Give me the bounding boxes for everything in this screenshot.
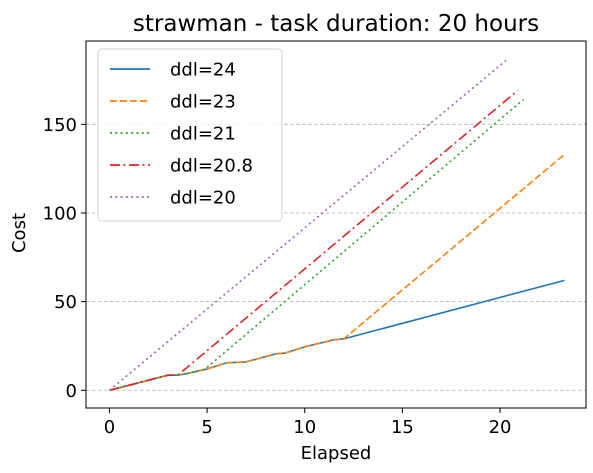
- y-tick-label-1: 50: [54, 292, 77, 313]
- legend-frame: [97, 48, 283, 222]
- y-axis-label: Cost: [9, 213, 30, 253]
- legend-label-2: ddl=21: [170, 124, 236, 145]
- legend-label-3: ddl=20.8: [170, 156, 253, 177]
- chart-title: strawman - task duration: 20 hours: [133, 11, 539, 37]
- x-tick-label-0: 0: [104, 417, 115, 438]
- legend-label-4: ddl=20: [170, 188, 236, 209]
- grid-layer: [86, 123, 586, 391]
- series-line-3: [109, 90, 519, 392]
- plot-frame: [85, 40, 587, 409]
- tick-layer: 0 5 10 15 20 0 50 100 150: [43, 115, 512, 438]
- x-tick-label-1: 5: [201, 417, 212, 438]
- legend: ddl=24 ddl=23 ddl=21 ddl=20.8 ddl=20: [97, 48, 283, 222]
- y-tick-label-3: 150: [43, 115, 77, 136]
- series-layer: [108, 59, 566, 392]
- legend-label-1: ddl=23: [170, 92, 236, 113]
- series-line-2: [109, 98, 525, 392]
- y-tick-label-2: 100: [43, 203, 77, 224]
- x-tick-label-2: 10: [293, 417, 316, 438]
- series-line-0: [109, 279, 565, 392]
- series-line-4: [108, 59, 507, 391]
- x-tick-label-4: 20: [489, 417, 512, 438]
- y-tick-label-0: 0: [66, 381, 77, 402]
- legend-label-0: ddl=24: [170, 60, 236, 81]
- x-axis-label: Elapsed: [301, 443, 372, 464]
- x-tick-label-3: 15: [391, 417, 414, 438]
